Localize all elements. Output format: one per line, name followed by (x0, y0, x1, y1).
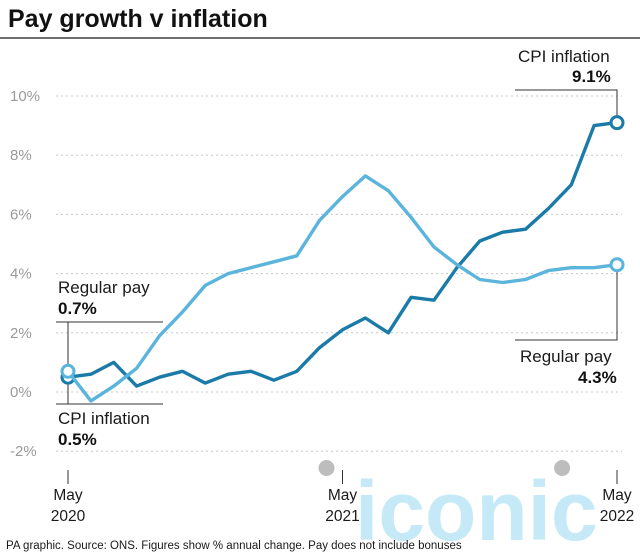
grid-layer: -2% 0% 2% 4% 6% 8% 10% (10, 88, 622, 460)
pay-start-value: 0.7% (58, 299, 97, 318)
cpi-end-leader (515, 89, 618, 116)
pay-end-leader (515, 271, 618, 341)
cpi-start-value: 0.5% (58, 430, 97, 449)
y-tick-label: 4% (10, 266, 32, 283)
y-tick-label: -2% (10, 443, 37, 460)
cpi-inflation-line (66, 120, 619, 388)
x-tick-label-month: May (602, 487, 632, 504)
x-tick-label-year: 2020 (51, 508, 86, 525)
leader-layer (56, 89, 618, 405)
timeline-dot (554, 460, 571, 476)
regular-pay-start-marker (60, 363, 76, 379)
x-tick-label-month: May (53, 487, 83, 504)
x-tick-label-year: 2021 (325, 508, 359, 525)
pay-end-label: Regular pay (520, 347, 612, 366)
x-tick-label-month: May (328, 487, 358, 504)
regular-pay-line (66, 174, 619, 403)
pay-end-value: 4.3% (578, 368, 617, 387)
source-note: PA graphic. Source: ONS. Figures show % … (6, 540, 462, 552)
regular-pay-end-marker (609, 257, 625, 273)
y-tick-label: 8% (10, 147, 32, 164)
pay-start-label: Regular pay (58, 278, 150, 297)
cpi-end-label: CPI inflation (518, 47, 610, 66)
timeline-dot (318, 460, 335, 476)
x-axis: May 2020 May 2021 May 2022 (51, 460, 634, 525)
series-layer (60, 115, 625, 403)
watermark-text: iconic (355, 464, 598, 558)
watermark-layer: iconic (355, 464, 598, 558)
cpi-end-value: 9.1% (572, 67, 611, 86)
cpi-inflation-end-marker (609, 115, 625, 131)
x-tick-label-year: 2022 (600, 508, 634, 525)
cpi-start-label: CPI inflation (58, 409, 150, 428)
y-tick-label: 6% (10, 206, 32, 223)
chart-title: Pay growth v inflation (8, 5, 268, 33)
y-tick-label: 10% (10, 88, 40, 105)
y-tick-label: 2% (10, 325, 32, 342)
y-tick-label: 0% (10, 384, 32, 401)
